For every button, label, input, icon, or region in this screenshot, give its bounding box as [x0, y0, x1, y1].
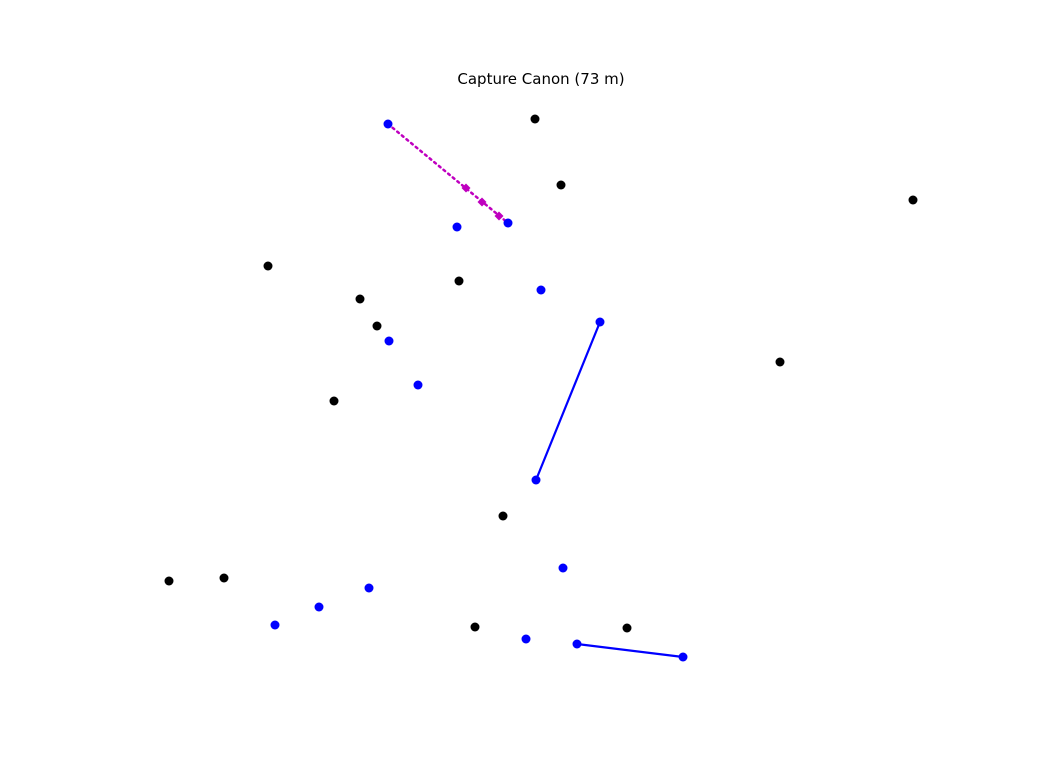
neutral-point-10[interactable]	[498, 511, 508, 521]
board-title: Capture Canon (73 m)	[457, 70, 624, 88]
neutral-point-13[interactable]	[470, 622, 480, 632]
capture-path-line	[386, 122, 510, 225]
neutral-point-7[interactable]	[372, 321, 382, 331]
player-point-14[interactable]	[572, 639, 582, 649]
player-point-8[interactable]	[531, 475, 541, 485]
blue-link-2	[576, 642, 684, 659]
neutral-point-9[interactable]	[329, 396, 339, 406]
player-point-6[interactable]	[384, 336, 394, 346]
player-point-10[interactable]	[364, 583, 374, 593]
player-point-11[interactable]	[314, 602, 324, 612]
neutral-point-4[interactable]	[263, 261, 273, 271]
player-point-5[interactable]	[595, 317, 605, 327]
player-point-12[interactable]	[270, 620, 280, 630]
neutral-point-11[interactable]	[164, 576, 174, 586]
player-point-1[interactable]	[383, 119, 393, 129]
player-point-4[interactable]	[536, 285, 546, 295]
capture-marker-3	[494, 211, 504, 221]
neutral-point-6[interactable]	[355, 294, 365, 304]
points-layer	[164, 114, 918, 662]
player-point-13[interactable]	[521, 634, 531, 644]
neutral-point-12[interactable]	[219, 573, 229, 583]
player-point-3[interactable]	[452, 222, 462, 232]
links-layer	[534, 321, 684, 659]
capture-marker-1	[461, 183, 471, 193]
player-point-9[interactable]	[558, 563, 568, 573]
player-point-2[interactable]	[503, 218, 513, 228]
player-point-7[interactable]	[413, 380, 423, 390]
neutral-point-14[interactable]	[622, 623, 632, 633]
neutral-point-8[interactable]	[775, 357, 785, 367]
neutral-point-5[interactable]	[454, 276, 464, 286]
neutral-point-3[interactable]	[908, 195, 918, 205]
neutral-point-1[interactable]	[530, 114, 540, 124]
capture-path-layer	[386, 122, 510, 225]
neutral-point-2[interactable]	[556, 180, 566, 190]
player-point-15[interactable]	[678, 652, 688, 662]
blue-link-1	[534, 321, 602, 481]
capture-marker-2	[477, 197, 487, 207]
